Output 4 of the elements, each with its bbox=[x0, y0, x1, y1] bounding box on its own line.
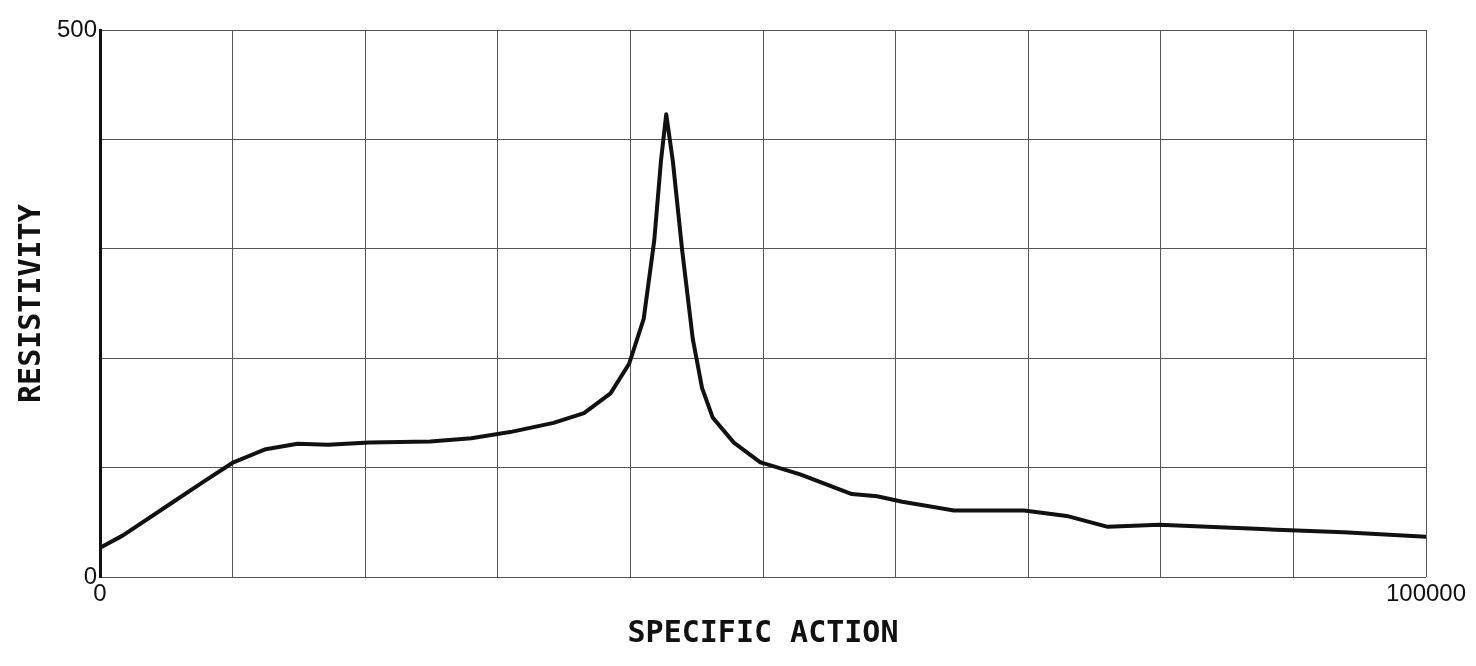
y-axis-title: RESISTIVITY bbox=[11, 204, 47, 403]
x-axis-title: SPECIFIC ACTION bbox=[627, 613, 899, 649]
y-tick-label: 500 bbox=[57, 14, 98, 42]
x-tick-label: 100000 bbox=[1385, 579, 1467, 607]
